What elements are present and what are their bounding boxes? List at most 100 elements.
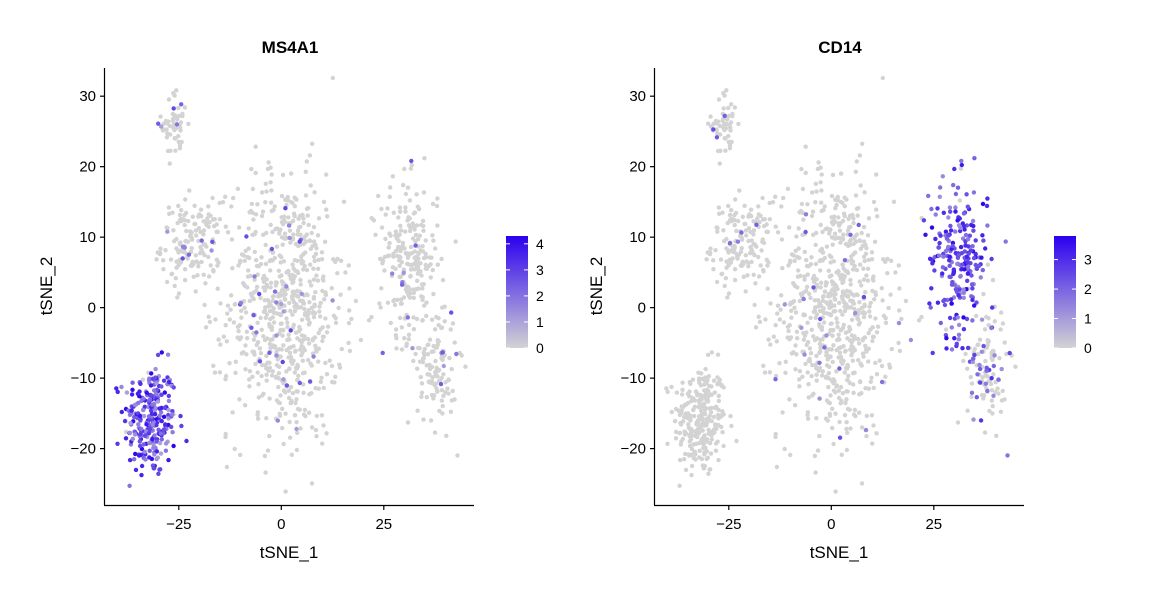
- data-point: [412, 267, 417, 272]
- data-point: [807, 346, 813, 351]
- data-point: [254, 288, 259, 293]
- data-point: [845, 364, 851, 369]
- data-point: [965, 237, 971, 242]
- data-point: [306, 357, 311, 363]
- data-point: [280, 425, 285, 431]
- data-point: [711, 267, 716, 272]
- data-point: [213, 317, 218, 322]
- data-point: [704, 257, 709, 262]
- data-point: [842, 413, 848, 418]
- data-point: [298, 327, 303, 332]
- data-point: [177, 143, 183, 148]
- data-point: [172, 239, 177, 244]
- data-point: [230, 266, 235, 271]
- data-point: [809, 190, 815, 195]
- data-point: [879, 363, 885, 369]
- data-point: [435, 262, 440, 267]
- data-point: [712, 405, 717, 410]
- data-point: [743, 253, 748, 258]
- data-point: [720, 409, 725, 414]
- data-point: [309, 305, 315, 310]
- data-point: [989, 388, 995, 393]
- data-point: [773, 323, 778, 328]
- data-point: [347, 286, 352, 291]
- data-point: [397, 205, 403, 210]
- data-point: [831, 259, 837, 264]
- data-point: [321, 385, 326, 391]
- data-point: [760, 239, 765, 244]
- data-point: [979, 349, 984, 354]
- data-point: [897, 286, 902, 291]
- data-point: [298, 347, 303, 352]
- data-point: [206, 314, 211, 319]
- data-point: [682, 402, 688, 408]
- data-point: [141, 442, 146, 447]
- data-point: [237, 337, 242, 342]
- data-point: [242, 305, 247, 310]
- data-point: [944, 236, 950, 241]
- data-point: [935, 206, 940, 211]
- data-point: [729, 102, 734, 107]
- data-point: [838, 273, 843, 278]
- data-point: [196, 226, 202, 231]
- data-point: [770, 200, 776, 205]
- data-point: [249, 325, 254, 330]
- data-point: [665, 389, 670, 395]
- data-point: [966, 251, 971, 256]
- data-point: [427, 380, 433, 385]
- data-point: [870, 288, 875, 294]
- data-point: [263, 470, 268, 475]
- data-point: [174, 122, 180, 127]
- data-point: [201, 272, 206, 277]
- data-point: [842, 204, 847, 209]
- data-point: [691, 396, 696, 401]
- data-point: [292, 413, 298, 418]
- data-point: [280, 359, 285, 365]
- data-point: [709, 392, 714, 397]
- data-point: [832, 303, 837, 308]
- data-point: [338, 292, 343, 297]
- data-point: [301, 390, 306, 395]
- data-point: [265, 336, 270, 341]
- data-point: [217, 200, 222, 206]
- data-point: [268, 222, 273, 228]
- data-point: [419, 394, 424, 399]
- data-point: [849, 353, 854, 358]
- data-point: [677, 430, 683, 436]
- data-point: [166, 407, 171, 413]
- data-point: [288, 308, 293, 314]
- data-point: [150, 422, 155, 427]
- data-point: [302, 407, 308, 413]
- data-point: [263, 261, 269, 267]
- data-point: [294, 426, 299, 432]
- data-point: [980, 201, 986, 207]
- y-tick-label: −20: [621, 441, 646, 458]
- data-point: [959, 158, 964, 164]
- data-point: [948, 223, 953, 229]
- data-point: [251, 313, 256, 318]
- data-point: [703, 391, 709, 396]
- data-point: [176, 250, 181, 255]
- data-point: [284, 316, 289, 321]
- data-point: [739, 246, 744, 251]
- data-point: [314, 434, 319, 439]
- data-point: [412, 249, 417, 254]
- data-point: [267, 360, 272, 365]
- data-point: [947, 258, 952, 263]
- data-point: [726, 133, 731, 139]
- data-point: [295, 228, 301, 233]
- data-point: [225, 303, 231, 308]
- data-point: [730, 111, 735, 117]
- data-point: [970, 297, 975, 303]
- data-point: [708, 246, 713, 251]
- data-point: [963, 243, 968, 248]
- data-point: [810, 209, 816, 214]
- data-point: [982, 430, 988, 435]
- data-point: [696, 431, 702, 436]
- data-point: [972, 156, 977, 161]
- data-point: [864, 273, 869, 278]
- data-point: [239, 308, 244, 313]
- data-point: [868, 300, 873, 306]
- data-point: [1000, 388, 1005, 394]
- data-point: [313, 343, 318, 348]
